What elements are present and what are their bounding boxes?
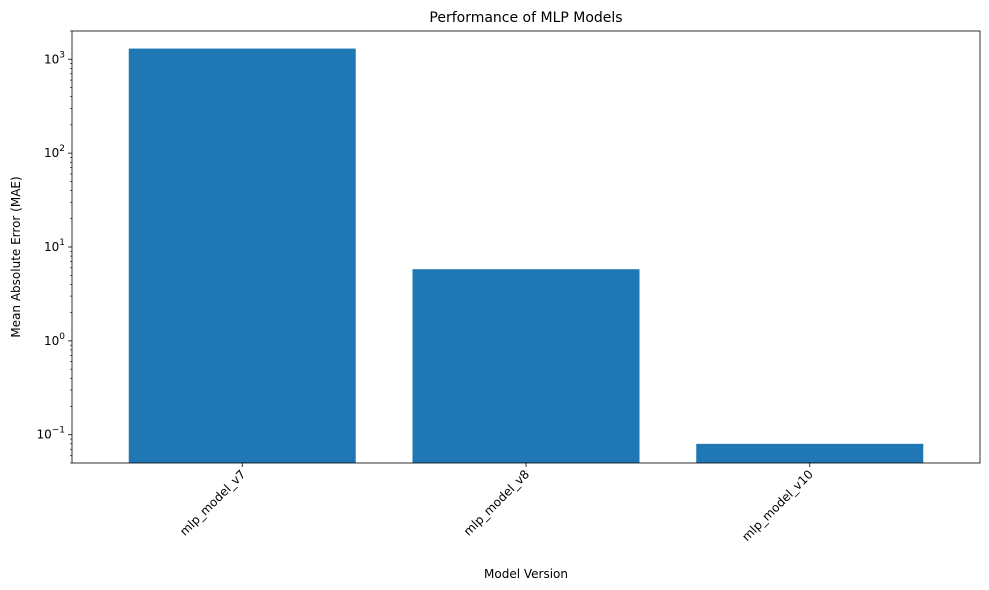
y-tick-label: 101: [44, 238, 65, 254]
chart-title: Performance of MLP Models: [429, 10, 622, 26]
y-tick-label: 102: [44, 144, 65, 160]
bar-mlp_model_v7: [128, 48, 356, 463]
x-axis-label: Model Version: [484, 567, 568, 581]
y-tick-label: 103: [44, 50, 65, 66]
bar-mlp_model_v10: [696, 443, 924, 463]
y-axis-label: Mean Absolute Error (MAE): [9, 176, 23, 337]
y-tick-label: 10−1: [36, 426, 65, 442]
bar-mlp_model_v8: [412, 269, 640, 463]
axes-frame: [71, 30, 981, 464]
y-tick-label: 100: [44, 332, 65, 348]
